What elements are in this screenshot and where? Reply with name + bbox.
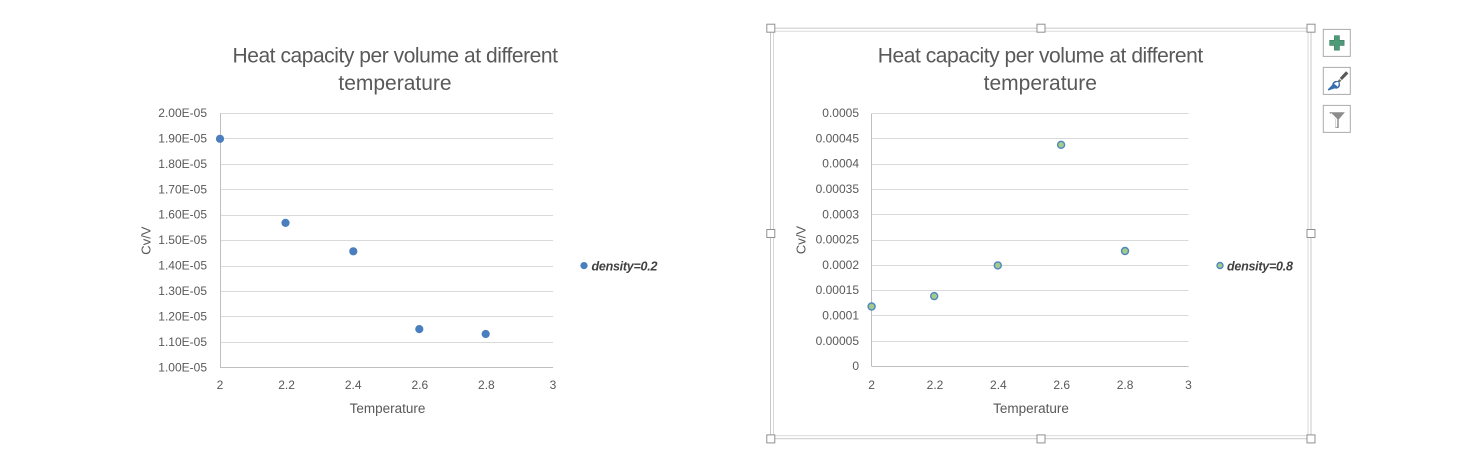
svg-text:Temperature: Temperature (350, 401, 426, 416)
svg-text:1.10E-05: 1.10E-05 (158, 335, 207, 349)
svg-text:2.6: 2.6 (1053, 378, 1070, 392)
svg-text:2.8: 2.8 (478, 378, 495, 392)
svg-text:Temperature: Temperature (993, 401, 1069, 416)
svg-text:2: 2 (868, 378, 875, 392)
svg-text:density=0.2: density=0.2 (592, 259, 658, 273)
svg-text:1.40E-05: 1.40E-05 (158, 259, 207, 273)
svg-text:0.00005: 0.00005 (816, 334, 860, 348)
svg-text:0.00015: 0.00015 (816, 283, 860, 297)
svg-text:0.0001: 0.0001 (822, 309, 859, 323)
svg-text:0.0005: 0.0005 (822, 106, 859, 120)
svg-text:2.00E-05: 2.00E-05 (158, 106, 207, 120)
svg-text:3: 3 (1185, 378, 1192, 392)
svg-text:density=0.8: density=0.8 (1227, 259, 1293, 273)
svg-text:Heat capacity per volume at di: Heat capacity per volume at different (878, 45, 1204, 68)
svg-text:Cv/V: Cv/V (793, 226, 808, 255)
svg-text:1.30E-05: 1.30E-05 (158, 284, 207, 298)
svg-text:0.0002: 0.0002 (822, 258, 859, 272)
svg-text:1.20E-05: 1.20E-05 (158, 310, 207, 324)
svg-text:Cv/V: Cv/V (139, 226, 154, 255)
svg-text:0.00025: 0.00025 (816, 233, 860, 247)
svg-text:2: 2 (217, 378, 224, 392)
svg-text:2.4: 2.4 (990, 378, 1007, 392)
svg-text:0.00045: 0.00045 (816, 131, 860, 145)
svg-text:2.4: 2.4 (345, 378, 362, 392)
svg-text:temperature: temperature (338, 72, 451, 95)
svg-text:2.2: 2.2 (278, 378, 295, 392)
svg-text:1.60E-05: 1.60E-05 (158, 208, 207, 222)
svg-text:1.00E-05: 1.00E-05 (158, 360, 207, 374)
svg-text:2.8: 2.8 (1117, 378, 1134, 392)
svg-text:0.00035: 0.00035 (816, 182, 860, 196)
svg-text:1.70E-05: 1.70E-05 (158, 182, 207, 196)
svg-text:0.0003: 0.0003 (822, 207, 859, 221)
svg-text:1.50E-05: 1.50E-05 (158, 233, 207, 247)
svg-text:0.0004: 0.0004 (822, 157, 859, 171)
svg-text:1.80E-05: 1.80E-05 (158, 157, 207, 171)
svg-text:temperature: temperature (984, 72, 1097, 95)
svg-text:1.90E-05: 1.90E-05 (158, 131, 207, 145)
svg-text:2.2: 2.2 (927, 378, 944, 392)
svg-text:2.6: 2.6 (411, 378, 428, 392)
svg-text:0: 0 (852, 359, 859, 373)
svg-text:3: 3 (550, 378, 557, 392)
svg-text:Heat capacity per volume at di: Heat capacity per volume at different (233, 45, 559, 68)
